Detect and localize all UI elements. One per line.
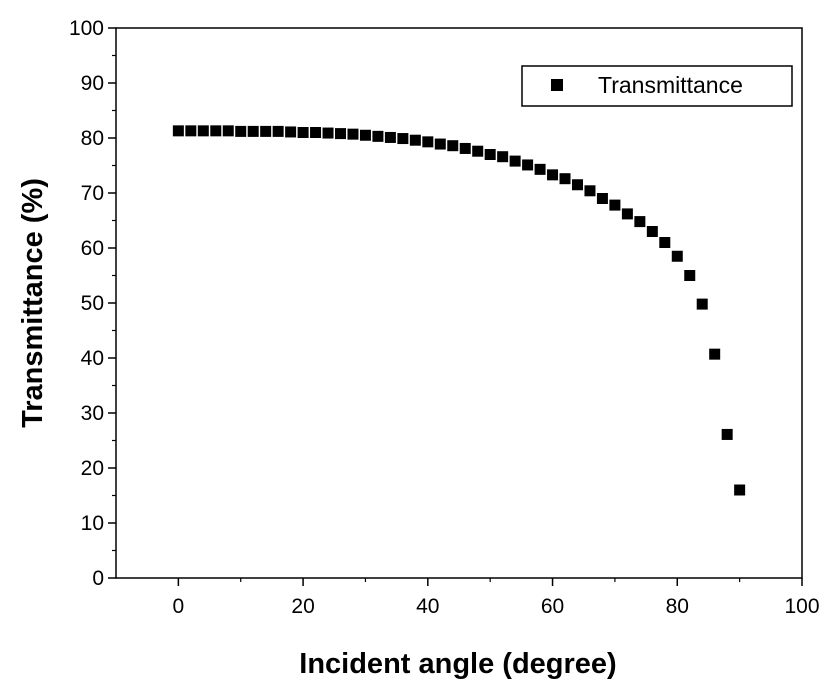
data-point (172, 125, 184, 137)
data-point (260, 125, 272, 137)
data-point (559, 173, 571, 185)
data-point (285, 126, 297, 138)
data-point (409, 134, 421, 146)
data-point (472, 145, 484, 157)
data-points (172, 125, 746, 496)
data-point (459, 142, 471, 154)
legend-marker (551, 79, 563, 91)
y-tick-label: 80 (81, 127, 104, 150)
data-point (571, 179, 583, 191)
ticks: 0 10 20 30 40 50 60 70 80 90 100 0 20 40 60 80 100 (69, 17, 820, 618)
legend-label: Transmittance (598, 72, 743, 98)
data-point (484, 149, 496, 160)
data-point (584, 185, 596, 197)
x-tick-label: 100 (784, 595, 819, 618)
data-point (596, 193, 608, 204)
x-tick-label: 60 (541, 595, 564, 618)
data-point (547, 169, 559, 181)
data-point (397, 133, 409, 145)
data-point (447, 140, 459, 152)
data-point (522, 159, 534, 171)
y-tick-label: 20 (81, 457, 104, 480)
y-axis-title: Transmittance (%) (17, 178, 49, 428)
y-tick-label: 50 (81, 292, 104, 315)
data-point (310, 127, 322, 138)
legend-box (521, 65, 793, 107)
y-tick-label: 60 (81, 237, 104, 260)
x-tick-label: 80 (666, 595, 689, 618)
data-point (646, 226, 658, 237)
data-point (621, 208, 633, 220)
legend: Transmittance (521, 65, 793, 107)
x-tick-label: 0 (173, 595, 185, 618)
y-tick-label: 70 (81, 182, 104, 205)
y-tick-label: 0 (92, 567, 104, 590)
data-point (609, 199, 621, 211)
data-point (210, 125, 222, 137)
data-point (222, 125, 234, 137)
x-tick-label: 40 (416, 595, 439, 618)
y-tick-label: 40 (81, 347, 104, 370)
y-tick-label: 90 (81, 72, 104, 95)
data-point (235, 125, 247, 137)
data-point (634, 216, 646, 228)
data-point (509, 155, 521, 167)
data-point (709, 348, 721, 360)
data-point (297, 127, 309, 138)
data-point (197, 125, 209, 137)
data-point (696, 298, 708, 310)
data-point (372, 130, 384, 142)
data-point (384, 131, 396, 143)
data-point (434, 138, 446, 150)
data-point (185, 125, 197, 137)
data-point (422, 136, 434, 148)
data-point (272, 125, 284, 137)
data-point (684, 270, 696, 281)
data-point (659, 237, 671, 248)
data-point (497, 151, 509, 163)
data-point (247, 125, 259, 137)
data-point (721, 428, 733, 440)
x-tick-label: 20 (291, 595, 314, 618)
data-point (734, 484, 746, 496)
data-point (534, 163, 546, 175)
data-point (335, 128, 347, 140)
data-point (671, 250, 683, 262)
data-point (322, 127, 334, 139)
y-tick-label: 100 (69, 17, 104, 40)
y-tick-label: 30 (81, 402, 104, 425)
data-point (347, 128, 359, 140)
y-tick-label: 10 (81, 512, 104, 535)
x-axis-title: Incident angle (degree) (299, 648, 616, 680)
data-point (359, 129, 371, 141)
